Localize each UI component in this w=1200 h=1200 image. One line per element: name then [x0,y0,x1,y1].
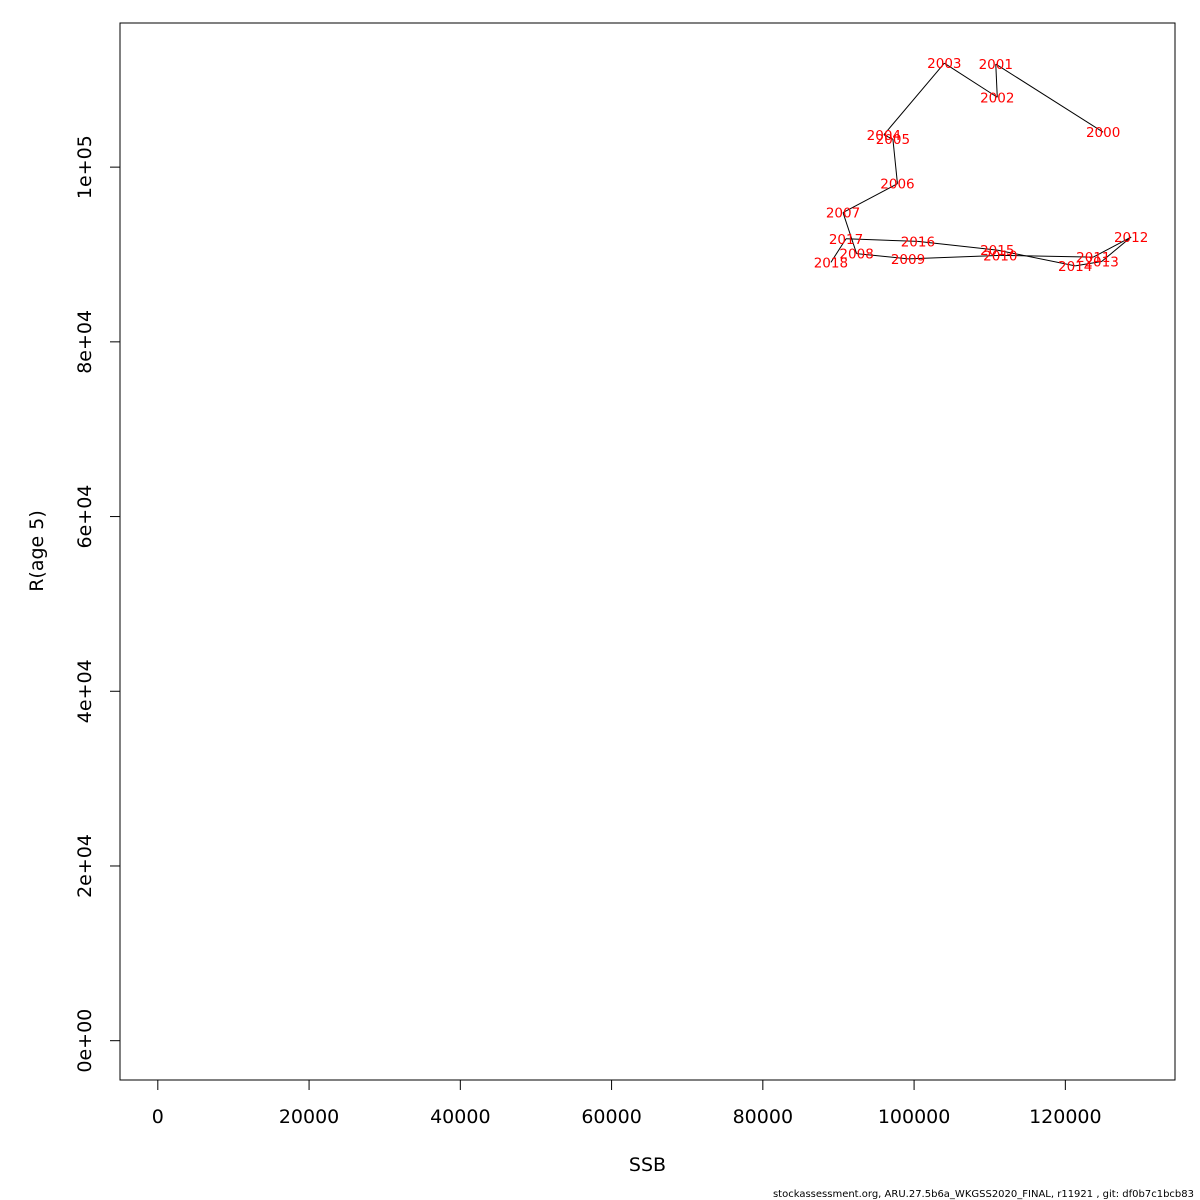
trajectory-segment [842,212,858,254]
plot-frame [119,22,1176,1081]
trajectory-segment [883,134,894,140]
year-label-2008: 2008 [839,247,873,263]
trajectory-segment [1093,236,1132,258]
year-label-2014: 2014 [1058,259,1092,275]
year-label-2018: 2018 [814,255,848,271]
x-tick-label: 80000 [733,1106,793,1128]
y-tick-label: 2e+04 [74,834,96,898]
trajectory-segment [908,254,1001,260]
year-label-2005: 2005 [876,132,910,148]
y-tick-label: 1e+05 [74,135,96,199]
y-tick-label: 0e+00 [74,1009,96,1073]
trajectory-segment [846,238,918,242]
x-tick-label: 40000 [430,1106,490,1128]
trajectory-segment [830,238,847,263]
year-label-2001: 2001 [979,57,1013,73]
year-label-2017: 2017 [829,232,863,248]
trajectory-segment [944,62,998,98]
year-label-2000: 2000 [1086,125,1120,141]
trajectory-segment [917,240,998,251]
trajectory-segment [995,64,998,98]
trajectory-segment [1075,260,1102,267]
trajectory-segment [842,183,898,214]
ssb-recruitment-trajectory [830,62,1132,267]
year-label-2009: 2009 [891,252,925,268]
y-tick-label: 6e+04 [74,485,96,549]
y-axis: 0e+00 2e+04 4e+04 6e+04 8e+04 1e+05 [74,135,121,1073]
year-label-2006: 2006 [880,177,914,193]
year-label-2015: 2015 [980,243,1014,259]
year-label-2010: 2010 [983,248,1017,264]
x-axis-title: SSB [629,1154,666,1176]
year-label-2002: 2002 [980,90,1014,106]
year-label-2016: 2016 [901,234,935,250]
x-tick-label: 60000 [581,1106,641,1128]
trajectory-segment [1000,254,1094,258]
year-label-2012: 2012 [1114,230,1148,246]
x-tick-label: 120000 [1029,1106,1102,1128]
x-tick-label: 20000 [279,1106,339,1128]
y-tick-label: 8e+04 [74,310,96,374]
trajectory-segment [997,249,1076,267]
year-label-2007: 2007 [826,206,860,222]
x-axis: 0 20000 40000 60000 80000 100000 120000 [152,1079,1102,1128]
footer-source-text: stockassessment.org, ARU.27.5b6a_WKGSS20… [772,1189,1194,1200]
year-label-2011: 2011 [1076,250,1110,266]
x-tick-label: 0 [152,1106,164,1128]
year-label-2013: 2013 [1084,254,1118,270]
y-axis-title: R(age 5) [26,510,48,592]
year-label-2004: 2004 [867,128,901,144]
y-tick-label: 4e+04 [74,659,96,723]
trajectory-segment [856,253,909,260]
trajectory-segment [892,139,898,184]
trajectory-segment [995,63,1104,133]
trajectory-segment [883,62,945,136]
x-tick-label: 100000 [878,1106,951,1128]
year-label-2003: 2003 [927,56,961,72]
trajectory-segment [1101,236,1132,262]
